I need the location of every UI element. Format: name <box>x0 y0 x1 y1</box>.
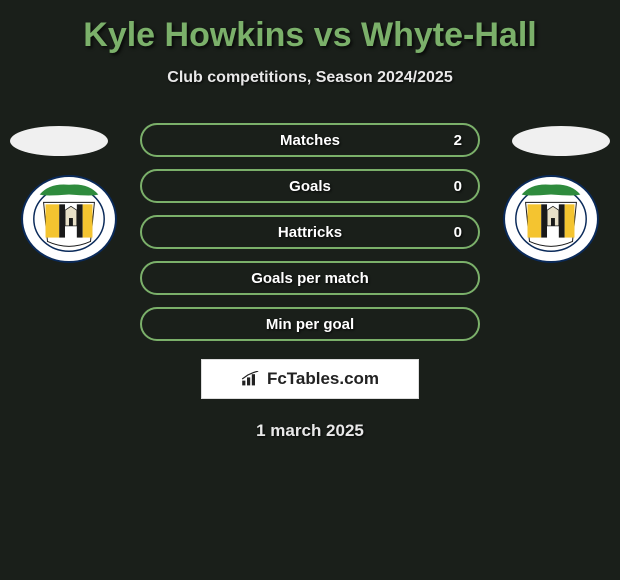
stat-row-matches: Matches 2 <box>140 123 480 157</box>
stat-row-goals-per-match: Goals per match <box>140 261 480 295</box>
stat-label: Min per goal <box>266 316 354 333</box>
stat-label: Matches <box>280 132 340 149</box>
stat-row-goals: Goals 0 <box>140 169 480 203</box>
stat-label: Goals <box>289 178 331 195</box>
stat-value: 0 <box>454 178 462 195</box>
date-line: 1 march 2025 <box>256 421 364 441</box>
club-crest-icon <box>502 175 600 263</box>
stat-rows: Matches 2 Goals 0 Hattricks 0 Goals per … <box>140 123 480 341</box>
club-badge-left <box>20 175 118 263</box>
stat-label: Hattricks <box>278 224 342 241</box>
club-crest-icon <box>20 175 118 263</box>
bar-chart-icon <box>241 371 261 387</box>
page-subtitle: Club competitions, Season 2024/2025 <box>167 69 452 87</box>
stat-row-min-per-goal: Min per goal <box>140 307 480 341</box>
player-left-avatar-placeholder <box>10 126 108 156</box>
player-right-avatar-placeholder <box>512 126 610 156</box>
brand-text: FcTables.com <box>267 369 379 389</box>
stat-value: 0 <box>454 224 462 241</box>
brand-attribution[interactable]: FcTables.com <box>201 359 419 399</box>
page-title: Kyle Howkins vs Whyte-Hall <box>83 16 536 55</box>
stat-row-hattricks: Hattricks 0 <box>140 215 480 249</box>
content-area: Matches 2 Goals 0 Hattricks 0 Goals per … <box>0 123 620 341</box>
stat-label: Goals per match <box>251 270 369 287</box>
comparison-card: Kyle Howkins vs Whyte-Hall Club competit… <box>0 0 620 451</box>
stat-value: 2 <box>454 132 462 149</box>
club-badge-right <box>502 175 600 263</box>
